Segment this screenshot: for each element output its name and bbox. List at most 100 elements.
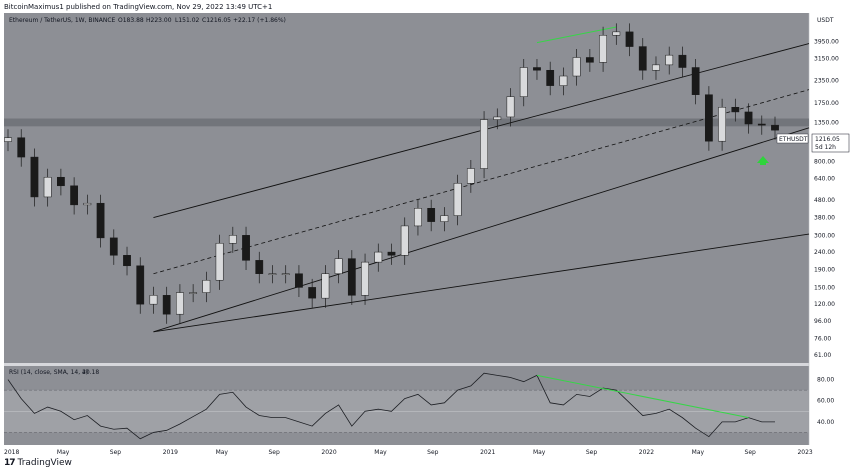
candle-body	[691, 67, 700, 95]
time-tick-label: May	[216, 449, 229, 456]
candle-body	[43, 176, 52, 198]
candle-body	[57, 176, 65, 187]
candle-body	[718, 106, 726, 142]
candle-body	[83, 202, 92, 206]
footer: 17 TradingView	[4, 458, 72, 468]
time-tick-label: Sep	[427, 449, 439, 456]
candle-body	[704, 94, 713, 142]
candle-body	[757, 123, 766, 126]
candle-body	[506, 96, 515, 118]
price-tick-label: 1750.00	[814, 100, 839, 107]
price-tick-label: 61.00	[814, 352, 831, 359]
channel-lower-line	[153, 127, 810, 333]
price-tick-label: 640.00	[814, 175, 835, 182]
candle-body	[215, 242, 224, 281]
ohlc-open: O183.88	[118, 17, 144, 24]
green-divergence-rsi-line	[536, 374, 749, 419]
candle-body	[374, 251, 383, 263]
time-tick-label: 2019	[163, 449, 178, 456]
candle-body	[612, 31, 621, 36]
price-tag-countdown: 5d 12h	[815, 144, 836, 151]
channel-median-line	[153, 89, 810, 275]
candle-body	[453, 182, 462, 216]
candle-body	[176, 292, 184, 315]
candle-body	[652, 64, 660, 71]
candle-body	[4, 137, 12, 142]
footer-brand: TradingView	[17, 458, 72, 468]
candle-body	[533, 67, 541, 71]
price-tick-label: 150.00	[814, 284, 835, 291]
candle-body	[17, 137, 26, 158]
time-tick-label: May	[57, 449, 70, 456]
candle-body	[295, 273, 303, 288]
candle-body	[480, 119, 488, 169]
candle-body	[347, 258, 356, 296]
resistance-zone	[4, 118, 809, 127]
rsi-tick-label: 60.00	[817, 398, 834, 405]
chart-canvas[interactable]: 3950.003150.002350.001750.001350.001000.…	[0, 13, 850, 458]
price-tick-label: 240.00	[814, 249, 835, 256]
price-tick-label: 190.00	[814, 267, 835, 274]
rsi-tick-label: 40.00	[817, 419, 834, 426]
green-up-arrow	[757, 156, 769, 163]
price-tick-label: 120.00	[814, 301, 835, 308]
candle-body	[625, 31, 634, 47]
published-header: BitcoinMaximus1 published on TradingView…	[0, 0, 850, 13]
time-tick-label: 2020	[321, 449, 336, 456]
candle-body	[546, 69, 555, 86]
candle-body	[400, 225, 409, 256]
chart-title: Ethereum / TetherUS, 1W, BINANCE	[9, 17, 116, 24]
time-tick-label: 2021	[480, 449, 495, 456]
candle-body	[281, 273, 290, 275]
candle-body	[771, 124, 779, 131]
candle-body	[162, 295, 171, 315]
candle-body	[123, 255, 131, 267]
candle-body	[149, 295, 158, 305]
tradingview-logo-icon: 17	[4, 458, 15, 468]
time-axis	[0, 445, 850, 458]
candle-body	[387, 251, 396, 256]
price-tick-label: 1350.00	[814, 119, 839, 126]
candle-body	[599, 35, 607, 63]
price-tick-label: 300.00	[814, 232, 835, 239]
time-tick-label: Sep	[745, 449, 757, 456]
time-tick-label: May	[533, 449, 546, 456]
price-tick-label: 3950.00	[814, 39, 839, 46]
candle-body	[559, 75, 568, 86]
parallel-support-line	[153, 233, 810, 333]
ohlc-low: L151.02	[175, 17, 200, 24]
price-tick-label: 380.00	[814, 215, 835, 222]
candle-body	[189, 292, 198, 294]
price-tag-value: 1216.05	[815, 136, 840, 143]
price-pane[interactable]	[4, 13, 809, 363]
candle-body	[361, 261, 369, 296]
symbol-tag[interactable]	[776, 133, 809, 144]
candle-body	[334, 258, 343, 274]
candle-body	[109, 237, 118, 256]
candle-body	[136, 265, 145, 305]
candle-body	[665, 54, 674, 66]
price-tick-label: 480.00	[814, 197, 835, 204]
price-tag[interactable]	[811, 133, 850, 153]
time-tick-label: May	[692, 449, 705, 456]
candle-body	[321, 273, 330, 299]
candle-body	[638, 46, 647, 71]
time-tick-label: Sep	[110, 449, 122, 456]
time-tick-label: 2023	[797, 449, 812, 456]
candle-body	[493, 116, 502, 120]
pane-divider[interactable]	[4, 363, 809, 366]
ohlc-change: +22.17 (+1.86%)	[233, 17, 286, 24]
price-tick-label: 800.00	[814, 159, 835, 166]
candle-body	[744, 111, 753, 125]
time-tick-label: Sep	[268, 449, 280, 456]
price-tick-label: 76.00	[814, 335, 831, 342]
rsi-series-line	[7, 372, 775, 440]
rsi-title: RSI (14, close, SMA, 14, 2)	[9, 369, 88, 376]
published-line: BitcoinMaximus1 published on TradingView…	[4, 3, 273, 11]
symbol-tag-label: ETHUSDT	[779, 136, 808, 143]
candle-body	[228, 235, 237, 244]
price-tick-label: 96.00	[814, 318, 831, 325]
rsi-tick-label: 80.00	[817, 377, 834, 384]
candle-body	[731, 106, 740, 113]
candle-body	[678, 54, 687, 68]
